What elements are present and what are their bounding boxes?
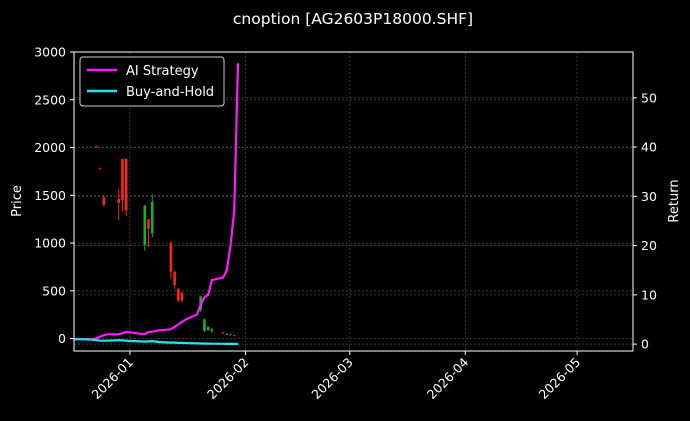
legend-label-buyhold: Buy-and-Hold	[126, 85, 214, 100]
legend-label-strategy: AI Strategy	[126, 64, 199, 79]
y-tick-label-right: 0	[641, 337, 649, 352]
y-axis-label-right: Return	[667, 179, 682, 222]
legend: AI Strategy Buy-and-Hold	[79, 56, 225, 107]
candle-body	[225, 333, 229, 335]
candle-body	[169, 243, 173, 272]
candle-body	[121, 158, 124, 201]
candle-body	[150, 201, 154, 234]
y-tick-label-right: 40	[641, 140, 657, 155]
return-lines	[74, 63, 240, 345]
strategy-line	[74, 63, 240, 341]
y-tick-label-left: 1000	[34, 236, 66, 251]
candle-body	[98, 168, 102, 170]
y-tick-label-left: 0	[58, 331, 66, 346]
y-tick-label-right: 30	[641, 189, 657, 204]
y-tick-label-right: 50	[641, 90, 657, 105]
y-tick-label-left: 2500	[34, 92, 66, 107]
y-tick-label-right: 10	[641, 287, 657, 302]
y-axis-label-left: Price	[10, 185, 25, 217]
candle-body	[180, 292, 184, 301]
y-tick-label-left: 500	[42, 283, 66, 298]
y-tick-label-left: 3000	[34, 45, 66, 60]
y-tick-label-right: 20	[641, 238, 657, 253]
chart-title: cnoption [AG2603P18000.SHF]	[233, 10, 473, 28]
candle-body	[117, 199, 121, 203]
candle-body	[102, 197, 106, 205]
candle-body	[229, 334, 232, 336]
y-tick-label-left: 1500	[34, 188, 66, 203]
candle-body	[232, 335, 236, 337]
candle-body	[221, 332, 225, 334]
candle-body	[210, 329, 214, 331]
candle-body	[206, 327, 210, 330]
candle-body	[95, 146, 98, 148]
candle-body	[147, 219, 150, 229]
y-tick-label-left: 2000	[34, 140, 66, 155]
candlesticks	[95, 145, 236, 337]
candle-body	[143, 205, 147, 245]
buyhold-line	[74, 338, 238, 345]
candle-body	[124, 158, 128, 211]
plot-frame	[73, 51, 634, 352]
candle-body	[177, 288, 180, 301]
candle-body	[173, 271, 176, 286]
candle-body	[203, 319, 206, 331]
